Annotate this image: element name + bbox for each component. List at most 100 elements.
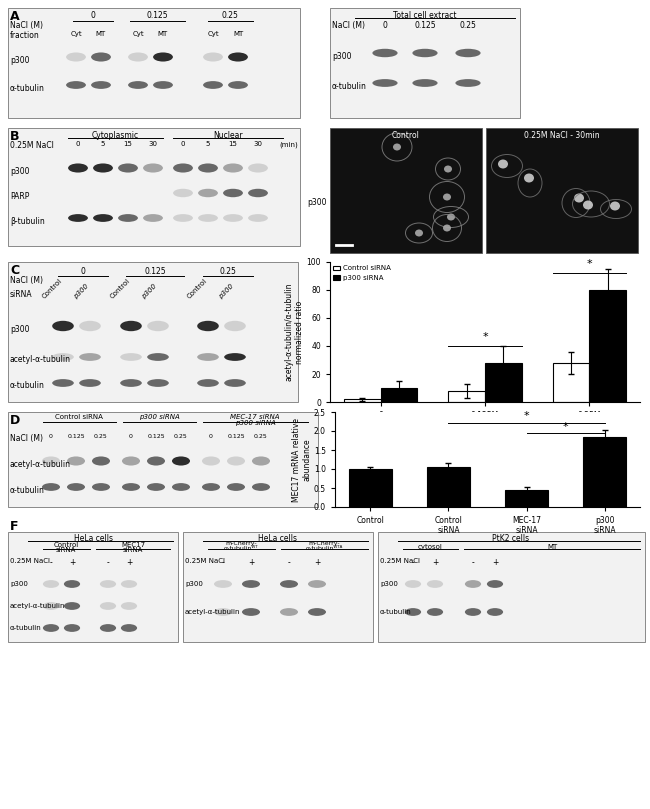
Bar [344, 399, 381, 402]
Ellipse shape [524, 173, 534, 183]
Ellipse shape [412, 49, 437, 57]
Ellipse shape [228, 81, 248, 89]
Text: *: * [586, 259, 592, 269]
Text: Control: Control [41, 278, 63, 300]
Ellipse shape [147, 321, 169, 331]
Ellipse shape [308, 580, 326, 588]
Text: p300: p300 [141, 283, 158, 300]
Text: p300: p300 [185, 581, 203, 587]
Ellipse shape [498, 159, 508, 168]
Bar [448, 391, 485, 402]
Text: MT: MT [233, 31, 243, 37]
Bar [330, 128, 482, 253]
Bar [8, 8, 300, 118]
Ellipse shape [42, 456, 60, 465]
Ellipse shape [308, 608, 326, 616]
Ellipse shape [198, 188, 218, 197]
Ellipse shape [143, 163, 163, 172]
Ellipse shape [248, 163, 268, 172]
Ellipse shape [242, 608, 260, 616]
Ellipse shape [100, 580, 116, 588]
Text: 0: 0 [181, 141, 185, 147]
Ellipse shape [120, 353, 142, 361]
Text: +: + [492, 558, 498, 567]
Text: p300: p300 [10, 167, 29, 176]
Ellipse shape [153, 53, 173, 61]
Text: +: + [432, 558, 438, 567]
Ellipse shape [172, 456, 190, 465]
Ellipse shape [143, 214, 163, 222]
Text: +: + [314, 558, 320, 567]
Text: 0: 0 [81, 267, 85, 276]
Text: p300 siRNA: p300 siRNA [235, 420, 276, 426]
Bar [381, 388, 417, 402]
Ellipse shape [128, 53, 148, 61]
Text: NaCl (M): NaCl (M) [10, 21, 43, 30]
Text: Cyt: Cyt [132, 31, 144, 37]
Text: 30: 30 [254, 141, 263, 147]
Text: 0: 0 [129, 434, 133, 439]
Ellipse shape [372, 79, 398, 87]
Ellipse shape [197, 353, 219, 361]
Text: MT: MT [96, 31, 106, 37]
Text: F: F [10, 520, 18, 533]
Text: NaCl (M): NaCl (M) [10, 276, 43, 285]
Ellipse shape [52, 353, 74, 361]
Ellipse shape [198, 214, 218, 222]
Ellipse shape [79, 321, 101, 331]
Ellipse shape [224, 321, 246, 331]
Text: α-tubulin: α-tubulin [10, 485, 45, 494]
Text: 0.25: 0.25 [174, 434, 188, 439]
Text: cytosol: cytosol [417, 544, 443, 550]
Ellipse shape [121, 580, 137, 588]
Ellipse shape [214, 608, 232, 616]
Text: α-tubulin: α-tubulin [332, 82, 367, 91]
Text: m-Cherry-: m-Cherry- [308, 541, 340, 546]
Text: 0.25M NaCl - 30min: 0.25M NaCl - 30min [524, 131, 600, 140]
Text: Nuclear: Nuclear [213, 131, 243, 140]
Text: Cyt: Cyt [207, 31, 219, 37]
Text: B: B [10, 130, 20, 143]
Text: Control: Control [53, 542, 79, 548]
Bar [8, 128, 300, 246]
Ellipse shape [202, 483, 220, 491]
Ellipse shape [224, 353, 246, 361]
Text: 0.125: 0.125 [67, 434, 85, 439]
Ellipse shape [197, 379, 219, 387]
Text: acetyl-α-tubulin: acetyl-α-tubulin [10, 603, 66, 609]
Text: NaCl (M): NaCl (M) [332, 21, 365, 30]
Y-axis label: MEC17 mRNA relative
abundance: MEC17 mRNA relative abundance [292, 417, 311, 502]
Text: -: - [411, 558, 415, 567]
Ellipse shape [92, 456, 110, 465]
Text: siRNA: siRNA [56, 547, 76, 553]
Ellipse shape [203, 53, 223, 61]
Ellipse shape [172, 483, 190, 491]
Text: Total cell extract: Total cell extract [393, 11, 457, 20]
Text: p300: p300 [73, 283, 90, 300]
Text: p300: p300 [10, 56, 29, 65]
Ellipse shape [427, 608, 443, 616]
Text: 0.25: 0.25 [254, 434, 268, 439]
Text: 0: 0 [209, 434, 213, 439]
Text: 0.125: 0.125 [144, 267, 166, 276]
Bar [505, 490, 548, 507]
Ellipse shape [487, 608, 503, 616]
Ellipse shape [248, 188, 268, 197]
Text: β-tubulin: β-tubulin [10, 217, 45, 226]
Ellipse shape [120, 321, 142, 331]
Text: -: - [472, 558, 474, 567]
Text: 0: 0 [49, 434, 53, 439]
Text: 0: 0 [383, 21, 387, 30]
Bar [378, 532, 645, 642]
Ellipse shape [415, 230, 423, 236]
Bar [485, 362, 521, 402]
Text: MEC-17 siRNA: MEC-17 siRNA [230, 414, 280, 420]
Text: 15: 15 [229, 141, 237, 147]
Bar [583, 437, 626, 507]
Ellipse shape [122, 456, 140, 465]
Ellipse shape [147, 483, 165, 491]
Ellipse shape [173, 163, 193, 172]
Ellipse shape [574, 193, 584, 202]
Ellipse shape [52, 321, 74, 331]
Text: -: - [107, 558, 109, 567]
